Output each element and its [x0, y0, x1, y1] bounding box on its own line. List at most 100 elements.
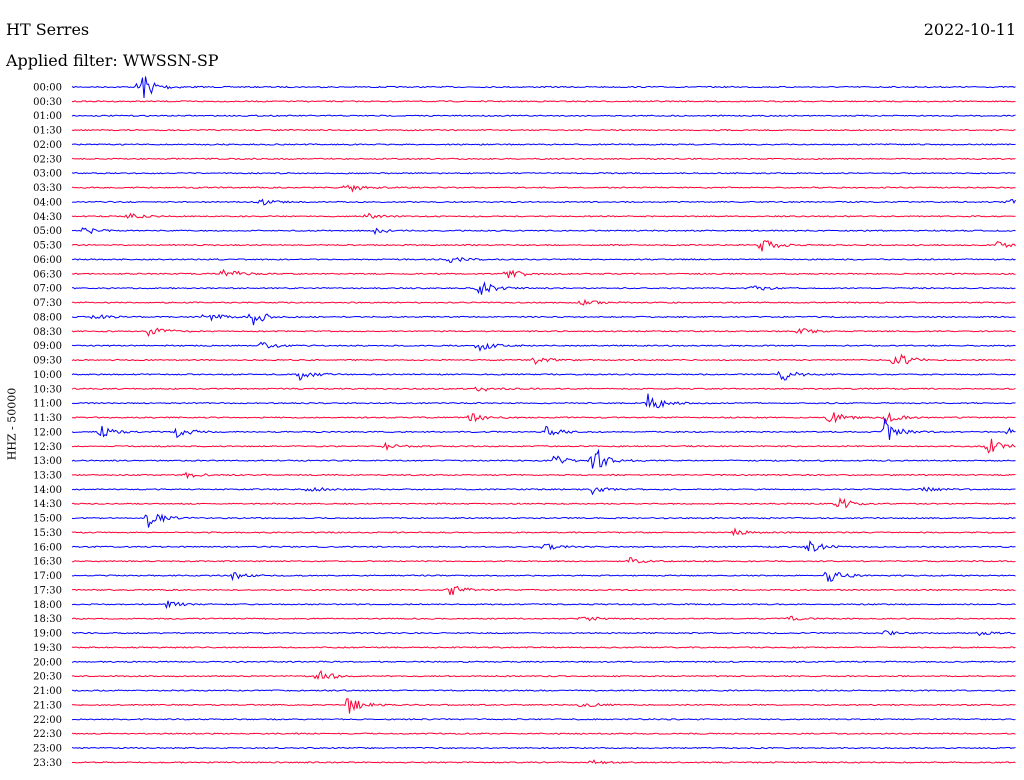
time-tick-label: 10:30: [33, 384, 62, 395]
time-tick-label: 12:30: [33, 442, 62, 453]
seismic-trace-row: [71, 630, 1016, 637]
seismic-trace-row: [71, 615, 1016, 622]
time-tick-label: 20:30: [33, 672, 62, 683]
time-tick-label: 15:00: [33, 514, 62, 525]
seismic-trace-row: [71, 198, 1016, 206]
seismic-trace-row: [71, 128, 1016, 132]
seismic-trace-row: [71, 438, 1016, 454]
time-tick-label: 04:00: [33, 197, 62, 208]
seismic-trace-row: [71, 411, 1016, 425]
time-tick-label: 13:00: [33, 456, 62, 467]
time-tick-label: 14:00: [33, 485, 62, 496]
seismic-trace-row: [71, 759, 1016, 765]
filter-label: Applied filter: WWSSN-SP: [6, 51, 219, 70]
seismic-trace-row: [71, 327, 1016, 338]
time-tick-label: 10:00: [33, 370, 62, 381]
seismic-trace-row: [71, 418, 1016, 441]
time-tick-label: 16:00: [33, 542, 62, 553]
station-name: HT Serres: [6, 20, 90, 39]
seismic-trace-row: [71, 471, 1016, 480]
seismic-trace-row: [71, 660, 1016, 663]
seismic-trace-row: [71, 448, 1016, 469]
time-tick-label: 08:00: [33, 312, 62, 323]
time-tick-label: 17:00: [33, 571, 62, 582]
seismic-trace-row: [71, 669, 1016, 680]
seismic-trace-row: [71, 600, 1016, 610]
seismic-trace-row: [71, 556, 1016, 564]
seismic-trace-row: [71, 513, 1016, 528]
seismic-trace-row: [71, 646, 1016, 649]
time-tick-label: 06:00: [33, 255, 62, 266]
seismic-trace-row: [71, 571, 1016, 582]
time-tick-label: 16:30: [33, 557, 62, 568]
seismic-trace-row: [71, 732, 1016, 735]
seismic-trace-row: [71, 540, 1016, 552]
time-tick-label: 05:00: [33, 226, 62, 237]
time-tick-label: 02:30: [33, 154, 62, 165]
time-tick-label: 18:00: [33, 600, 62, 611]
seismic-trace-row: [71, 746, 1016, 750]
seismic-trace-row: [71, 341, 1016, 353]
seismic-trace-row: [71, 76, 1016, 99]
time-tick-label: 23:00: [33, 744, 62, 755]
seismic-trace-row: [71, 393, 1016, 409]
seismic-trace-row: [71, 353, 1016, 366]
time-tick-label: 14:30: [33, 499, 62, 510]
time-tick-label: 20:00: [33, 657, 62, 668]
time-tick-label: 19:00: [33, 629, 62, 640]
time-tick-label: 00:30: [33, 97, 62, 108]
time-tick-label: 09:00: [33, 341, 62, 352]
seismic-trace-row: [71, 256, 1016, 264]
time-tick-label: 05:30: [33, 241, 62, 252]
time-tick-label: 17:30: [33, 585, 62, 596]
time-tick-label: 23:30: [33, 758, 62, 769]
seismic-trace-row: [71, 298, 1016, 306]
seismic-trace-row: [71, 100, 1016, 103]
time-tick-label: 15:30: [33, 528, 62, 539]
time-tick-label: 00:00: [33, 83, 62, 94]
time-tick-label: 21:00: [33, 686, 62, 697]
seismic-trace-row: [71, 718, 1016, 721]
time-tick-label: 19:30: [33, 643, 62, 654]
time-tick-label: 07:00: [33, 284, 62, 295]
time-tick-label: 06:30: [33, 269, 62, 280]
seismic-trace-row: [71, 268, 1016, 279]
seismic-trace-row: [71, 689, 1016, 692]
seismic-trace-row: [71, 114, 1016, 117]
seismic-trace-row: [71, 386, 1016, 392]
time-tick-label: 02:00: [33, 140, 62, 151]
seismic-trace-row: [71, 497, 1016, 509]
seismic-trace-row: [71, 370, 1016, 382]
time-tick-label: 22:30: [33, 729, 62, 740]
time-tick-label: 08:30: [33, 327, 62, 338]
seismic-trace-row: [71, 281, 1016, 295]
seismic-trace-row: [71, 585, 1016, 596]
seismic-trace-row: [71, 313, 1016, 326]
time-tick-label: 22:00: [33, 715, 62, 726]
time-tick-label: 09:30: [33, 356, 62, 367]
seismic-trace-row: [71, 486, 1016, 496]
recording-date: 2022-10-11: [923, 20, 1016, 39]
time-tick-label: 03:00: [33, 169, 62, 180]
time-tick-label: 04:30: [33, 212, 62, 223]
time-tick-label: 18:30: [33, 614, 62, 625]
seismic-trace-row: [71, 527, 1016, 537]
time-tick-label: 11:00: [33, 399, 62, 410]
time-tick-label: 11:30: [33, 413, 62, 424]
time-tick-label: 03:30: [33, 183, 62, 194]
time-tick-label: 21:30: [33, 700, 62, 711]
seismic-trace-row: [71, 240, 1016, 252]
time-tick-label: 13:30: [33, 470, 62, 481]
seismic-trace-row: [71, 698, 1016, 714]
seismic-trace-row: [71, 184, 1016, 193]
seismic-trace-row: [71, 143, 1016, 146]
seismic-trace-row: [71, 157, 1016, 161]
seismic-trace-row: [71, 172, 1016, 175]
time-tick-label: 12:00: [33, 427, 62, 438]
time-tick-label: 07:30: [33, 298, 62, 309]
time-tick-label: 01:30: [33, 126, 62, 137]
seismic-trace-row: [71, 212, 1016, 219]
time-tick-label: 01:00: [33, 111, 62, 122]
seismic-trace-row: [71, 227, 1016, 236]
